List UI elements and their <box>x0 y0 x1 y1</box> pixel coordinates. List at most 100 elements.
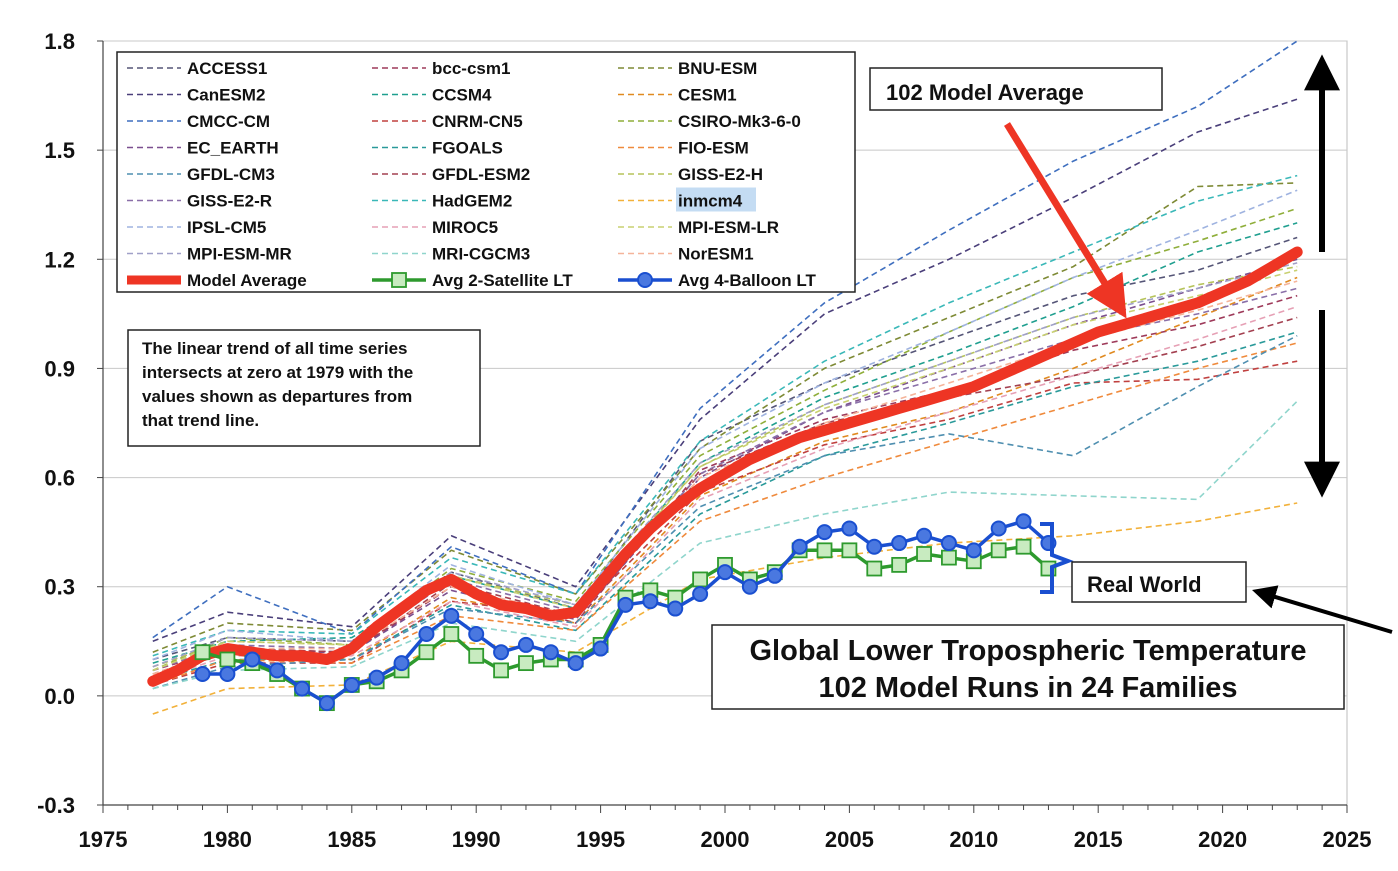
model-average-arrow <box>1004 122 1127 319</box>
legend-label: MRI-CGCM3 <box>432 245 530 264</box>
legend-label: inmcm4 <box>678 192 743 211</box>
real-world-bracket <box>1040 522 1074 594</box>
real-world-box <box>1071 561 1247 603</box>
x-tick-label: 2025 <box>1323 827 1372 852</box>
balloon-point <box>841 520 858 537</box>
y-tick-label: 1.5 <box>44 138 75 163</box>
balloon-point <box>990 520 1007 537</box>
balloon-point <box>368 669 385 686</box>
balloon-point <box>542 644 559 661</box>
balloon-point <box>443 607 460 624</box>
model-line <box>152 287 1298 672</box>
model-average-line <box>147 246 1303 687</box>
balloon-point <box>1015 513 1032 530</box>
legend-label: Avg 2-Satellite LT <box>432 271 573 290</box>
title-box-frame <box>711 624 1345 710</box>
legend-label: CESM1 <box>678 86 737 105</box>
legend-label: Model Average <box>187 271 307 290</box>
legend-highlight <box>676 187 756 212</box>
legend-label: FIO-ESM <box>678 139 749 158</box>
satellite-point <box>692 571 709 588</box>
legend: ACCESS1 bcc-csm1 BNU-ESM CanESM2 CCSM4 CESM1 C… <box>116 51 856 293</box>
y-tick-label: 1.2 <box>44 247 75 272</box>
legend-label: IPSL-CM5 <box>187 218 266 237</box>
model-line <box>152 174 1298 657</box>
legend-label: MPI-ESM-MR <box>187 245 292 264</box>
balloon-point <box>667 600 684 617</box>
real-world-callout: Real World <box>1040 522 1393 634</box>
legend-label: NorESM1 <box>678 245 754 264</box>
satellite-point <box>916 546 932 562</box>
model-average-callout-text: 102 Model Average <box>886 80 1084 105</box>
balloon-point <box>393 655 410 672</box>
balloon-point <box>617 596 634 613</box>
y-tick-label: 0.0 <box>44 684 75 709</box>
balloon-point <box>642 593 659 610</box>
satellite-point <box>841 542 858 559</box>
note-line-1: The linear trend of all time series <box>142 339 407 358</box>
balloon-point <box>418 626 435 643</box>
title-box: Global Lower Tropospheric Temperature 10… <box>711 624 1345 710</box>
x-tick-label: 1990 <box>452 827 501 852</box>
balloon-point <box>592 640 609 657</box>
legend-label: ACCESS1 <box>187 59 267 78</box>
note: The linear trend of all time series inte… <box>127 329 481 447</box>
balloon-point <box>343 676 360 693</box>
model-line <box>152 98 1298 643</box>
y-tick-label: 1.8 <box>44 29 75 54</box>
satellite-point <box>468 647 485 664</box>
legend-label: CMCC-CM <box>187 112 270 131</box>
legend-label: CCSM4 <box>432 86 492 105</box>
legend-label: FGOALS <box>432 139 503 158</box>
balloon-point <box>493 644 510 661</box>
balloon-point <box>517 636 534 653</box>
chart-title-line-1: Global Lower Tropospheric Temperature <box>749 635 1306 667</box>
balloon-point <box>244 651 261 668</box>
balloon-point <box>891 535 908 552</box>
x-tick-label: 2010 <box>949 827 998 852</box>
legend-label: CanESM2 <box>187 86 265 105</box>
x-tick-label: 1980 <box>203 827 252 852</box>
legend-box <box>116 51 856 293</box>
x-tick-label: 1975 <box>79 827 128 852</box>
note-line-3: values shown as departures from <box>142 387 412 406</box>
satellite-point <box>194 644 211 661</box>
legend-label: Avg 4-Balloon LT <box>678 271 817 290</box>
x-axis: 1975 1980 1985 1990 1995 2000 2005 2010 2015 2020… <box>79 804 1372 852</box>
y-tick-label: 0.3 <box>44 575 75 600</box>
satellite-point <box>891 556 908 573</box>
legend-label: HadGEM2 <box>432 192 512 211</box>
legend-label: BNU-ESM <box>678 59 757 78</box>
satellite-point <box>518 655 534 672</box>
legend-label: MPI-ESM-LR <box>678 218 779 237</box>
balloon-point <box>866 538 883 555</box>
y-axis: -0.3 0.0 0.3 0.6 0.9 1.2 1.5 1.8 <box>37 29 104 818</box>
legend-label: GISS-E2-R <box>187 192 272 211</box>
legend-label: EC_EARTH <box>187 139 279 158</box>
satellite-point <box>990 542 1007 559</box>
balloon-point <box>318 695 335 712</box>
satellite-point <box>1015 538 1032 555</box>
satellite-point <box>866 560 883 577</box>
balloon-point <box>916 527 933 544</box>
model-average-callout: 102 Model Average <box>869 67 1163 319</box>
legend-label: GFDL-CM3 <box>187 165 275 184</box>
balloon-point <box>269 662 286 679</box>
balloon-point <box>567 655 584 672</box>
balloon-point <box>741 578 758 595</box>
x-tick-label: 2005 <box>825 827 874 852</box>
model-line <box>152 316 1298 675</box>
satellite-point <box>418 644 435 661</box>
balloon-point <box>791 538 808 555</box>
satellite-point <box>493 662 509 679</box>
satellite-point <box>219 651 236 668</box>
legend-label: MIROC5 <box>432 218 498 237</box>
legend-label: bcc-csm1 <box>432 59 510 78</box>
legend-marker <box>391 272 407 288</box>
legend-label: GFDL-ESM2 <box>432 165 530 184</box>
balloon-point <box>468 626 485 643</box>
satellite-point <box>816 542 833 559</box>
legend-label: CSIRO-Mk3-6-0 <box>678 112 801 131</box>
real-world-arrow <box>1252 585 1393 634</box>
